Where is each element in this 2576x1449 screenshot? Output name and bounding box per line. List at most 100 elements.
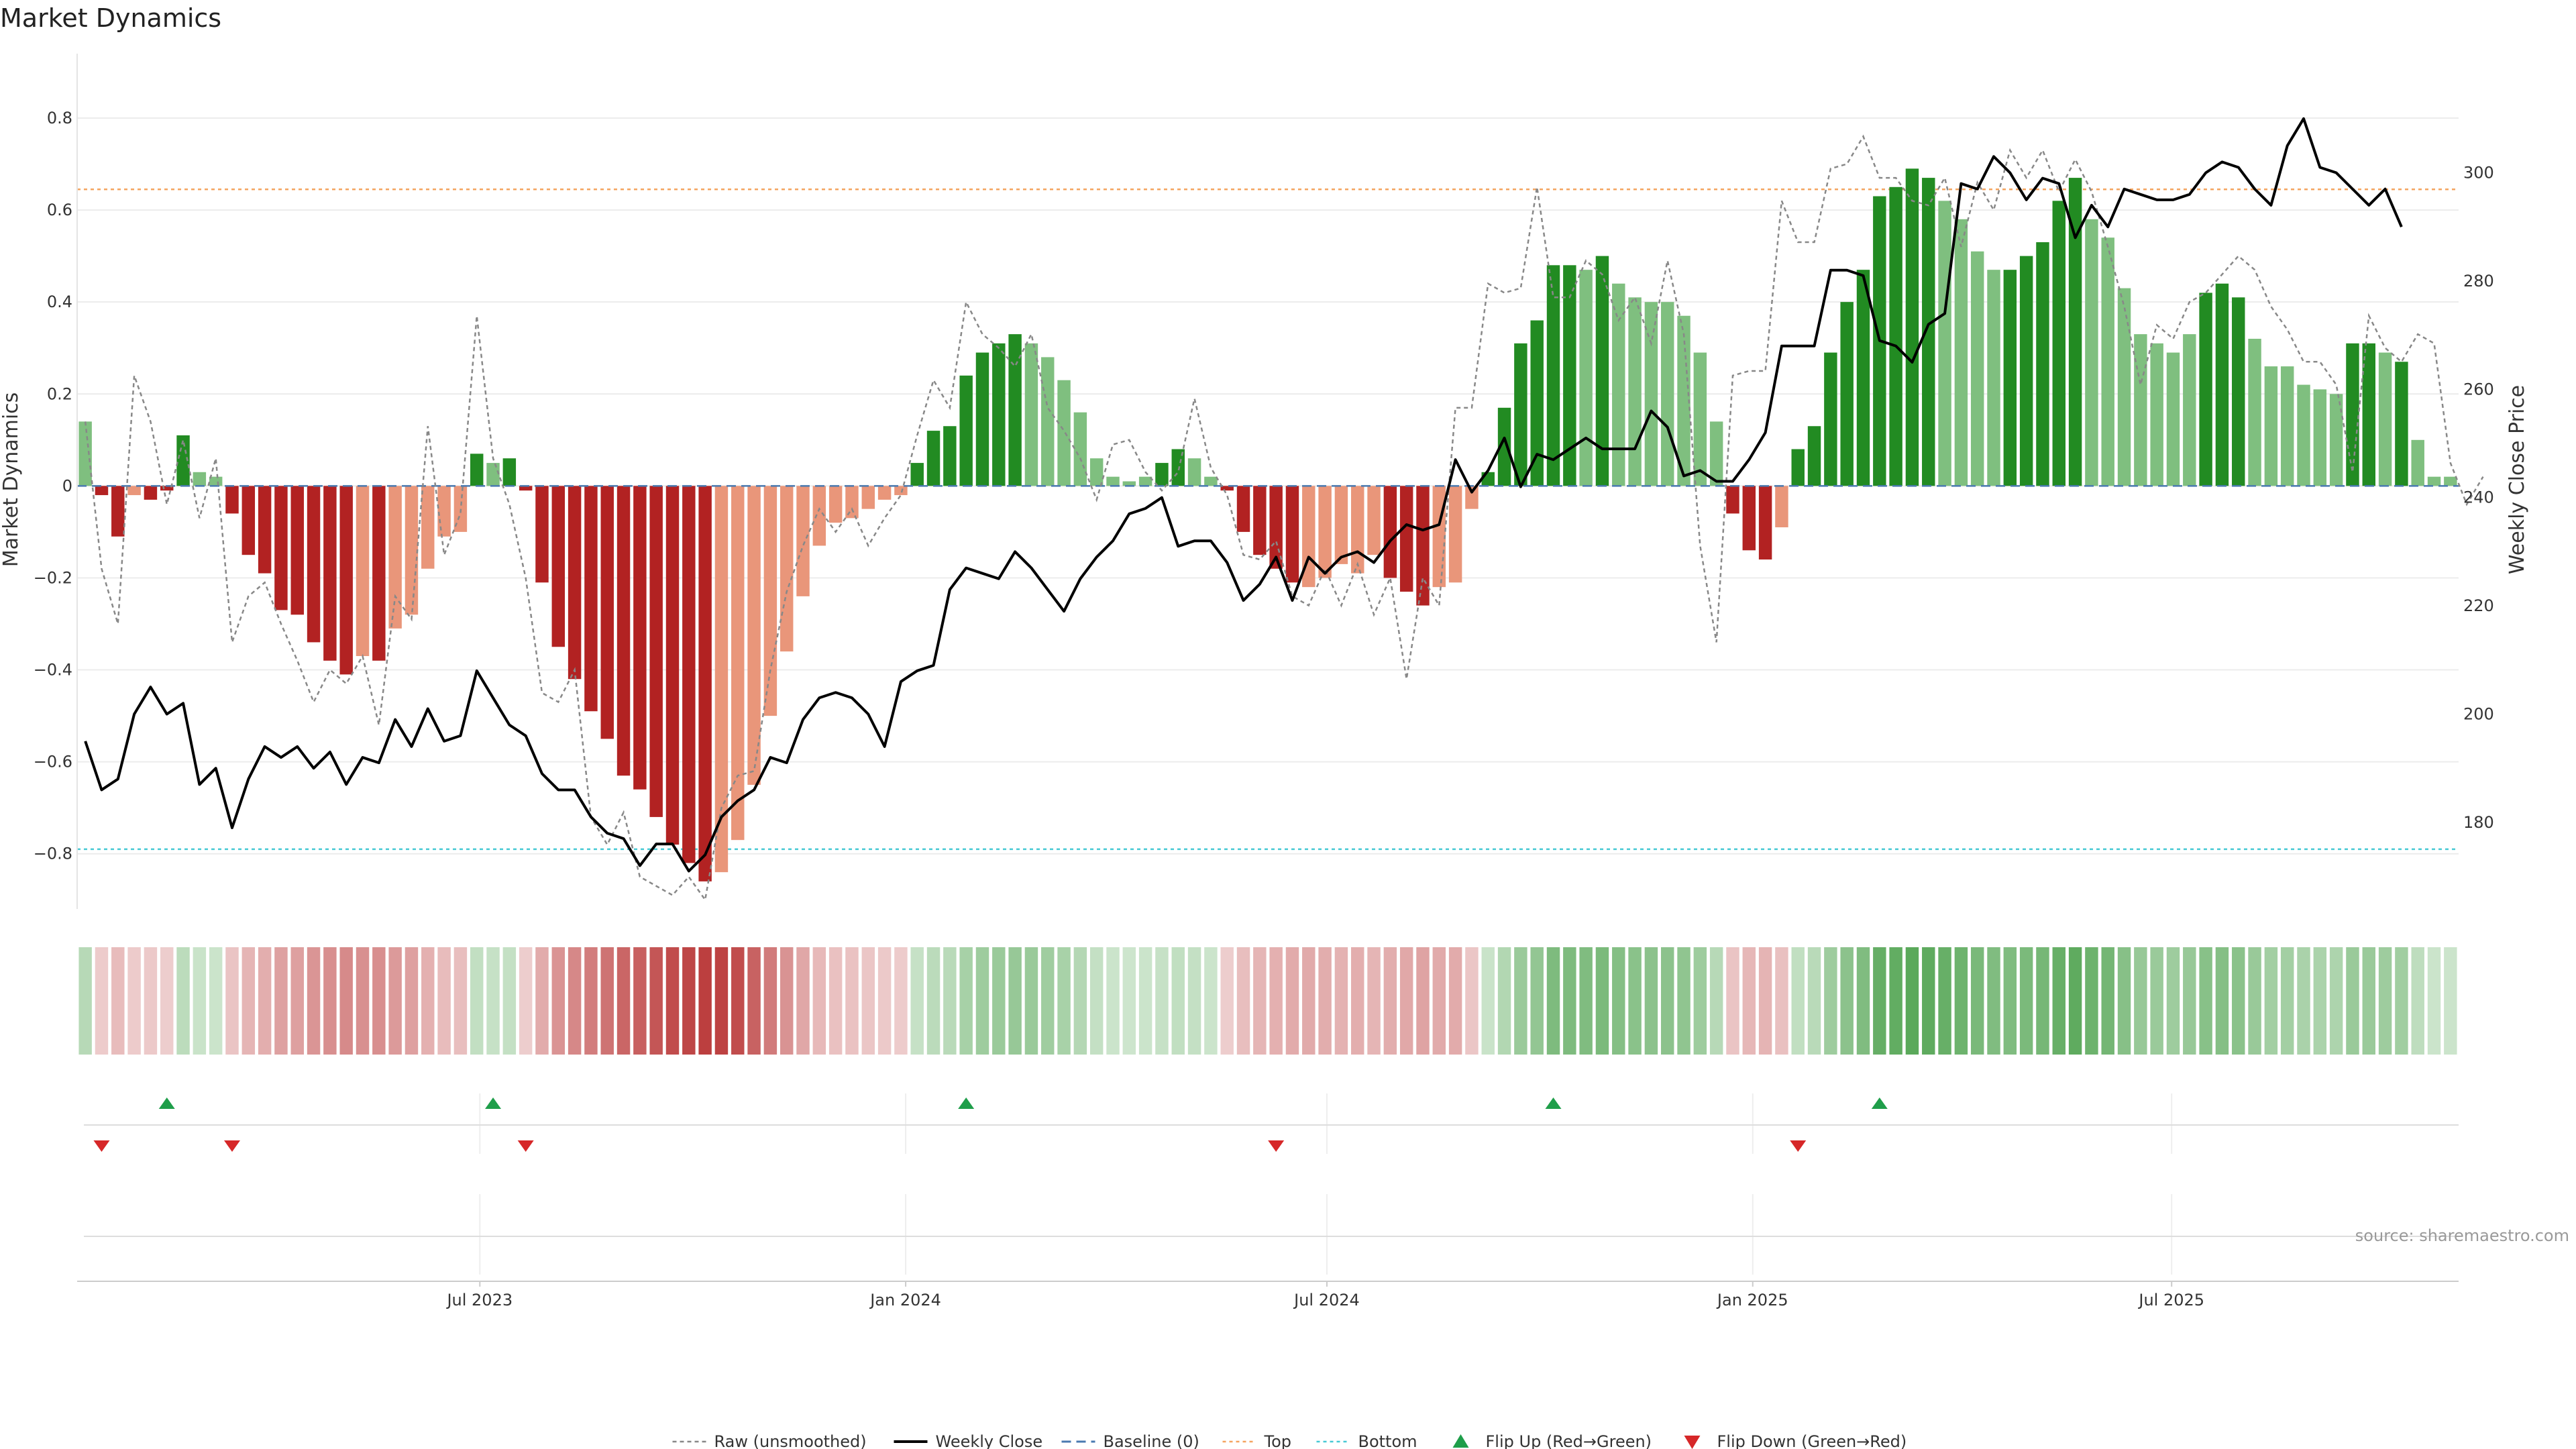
dynamics-bar <box>943 426 957 486</box>
dynamics-bar <box>1742 486 1756 551</box>
y-tick-left-label: 0 <box>62 476 72 495</box>
line-layer <box>84 117 2484 902</box>
heat-cell <box>812 947 826 1055</box>
heat-cell <box>1579 947 1593 1055</box>
heat-cell <box>649 947 663 1055</box>
heat-cell <box>1807 947 1821 1055</box>
heat-cell <box>568 947 582 1055</box>
flip-up-marker <box>958 1097 975 1109</box>
dynamics-bar <box>861 486 875 509</box>
dynamics-bar <box>1318 486 1332 578</box>
dynamics-bar <box>1024 343 1038 486</box>
heat-cell <box>1220 947 1234 1055</box>
dynamics-bar <box>1954 219 1968 486</box>
heat-cell <box>2036 947 2049 1055</box>
dynamics-bar <box>2052 201 2066 486</box>
flip-down-marker <box>1268 1140 1285 1152</box>
heat-cell <box>160 947 174 1055</box>
dynamics-bar <box>1089 458 1104 486</box>
heat-cell <box>2215 947 2229 1055</box>
dynamics-bar <box>2232 297 2245 486</box>
dynamics-bar <box>193 472 207 486</box>
dynamics-bar <box>1367 486 1381 555</box>
legend-label: Baseline (0) <box>1104 1432 1199 1449</box>
dynamics-bar <box>1612 283 1625 486</box>
y-tick-left-label: −0.6 <box>34 753 72 771</box>
heat-cell <box>1448 947 1462 1055</box>
dynamics-bar <box>910 463 924 486</box>
dynamics-bar <box>1987 270 2000 486</box>
dynamics-bar <box>1187 458 1201 486</box>
heat-cell <box>1840 947 1854 1055</box>
dynamics-bar <box>2117 288 2131 486</box>
heat-cell <box>894 947 908 1055</box>
heat-cell <box>437 947 451 1055</box>
legend-item-close: Weekly Close <box>894 1432 1042 1449</box>
dynamics-bar <box>1530 320 1544 486</box>
heat-cell <box>95 947 109 1055</box>
legend-label: Flip Up (Red→Green) <box>1486 1432 1652 1449</box>
heat-cell <box>1187 947 1201 1055</box>
heat-cell <box>405 947 419 1055</box>
dynamics-bar <box>127 486 141 496</box>
heat-cell <box>2150 947 2163 1055</box>
dynamics-bar <box>1448 486 1462 583</box>
y-tick-left-label: 0.8 <box>47 109 72 127</box>
dynamics-bar <box>1709 421 1723 486</box>
dynamics-bar <box>2395 362 2408 486</box>
dynamics-bar <box>1351 486 1364 574</box>
dynamics-bar <box>2134 334 2147 486</box>
legend-item-top: Top <box>1222 1432 1292 1449</box>
heat-cell <box>1677 947 1690 1055</box>
heat-cell <box>1987 947 2000 1055</box>
heat-cell <box>2101 947 2114 1055</box>
axis-layer: −0.8 −0.6 −0.4 −0.2 0 0.2 0.4 0.6 0.8 180 200 220 24… <box>34 54 2494 909</box>
heat-cell <box>307 947 321 1055</box>
dynamics-bar <box>1073 412 1087 486</box>
dynamics-bar <box>1122 481 1136 486</box>
y-tick-right-label: 220 <box>2463 596 2494 615</box>
dynamics-bar <box>714 486 729 873</box>
heat-cell <box>1660 947 1674 1055</box>
dynamics-bar <box>258 486 272 574</box>
dynamics-bar <box>1775 486 1788 528</box>
y-tick-right-label: 260 <box>2463 380 2494 398</box>
dynamics-bar <box>551 486 566 647</box>
dynamics-bar <box>2248 339 2261 486</box>
heat-cell <box>1269 947 1283 1055</box>
legend-label: Bottom <box>1358 1432 1417 1449</box>
heat-cell <box>1693 947 1707 1055</box>
dynamics-bar <box>2036 242 2049 486</box>
legend-label: Top <box>1264 1432 1292 1449</box>
heat-cell <box>1938 947 1951 1055</box>
heat-cell <box>1383 947 1397 1055</box>
heat-cell <box>1546 947 1560 1055</box>
dynamics-bar <box>2444 476 2457 486</box>
heat-cell <box>780 947 794 1055</box>
dynamics-bar <box>372 486 386 661</box>
dynamics-bar <box>2362 343 2375 486</box>
dynamics-bar <box>926 431 941 486</box>
heat-cell <box>1628 947 1642 1055</box>
dynamics-bar <box>95 486 109 496</box>
threshold-layer <box>77 188 2459 851</box>
heat-cell <box>714 947 729 1055</box>
dynamics-bar <box>2068 178 2082 486</box>
heat-cell <box>2134 947 2147 1055</box>
dynamics-bar <box>1791 449 1805 486</box>
heat-cell <box>1775 947 1788 1055</box>
x-tick-label: Jan 2025 <box>1716 1291 1788 1309</box>
dynamics-bar <box>1758 486 1772 560</box>
heat-cell <box>356 947 370 1055</box>
heat-cell <box>1138 947 1152 1055</box>
dynamics-bar <box>470 453 484 486</box>
heat-cell <box>584 947 598 1055</box>
heat-cell <box>2297 947 2310 1055</box>
heat-cell <box>1644 947 1658 1055</box>
heat-cell <box>2068 947 2082 1055</box>
dynamics-bar <box>1155 463 1169 486</box>
legend-item-flip_down: Flip Down (Green→Red) <box>1684 1432 1907 1449</box>
heat-cell <box>421 947 435 1055</box>
heat-cell <box>2166 947 2180 1055</box>
flip-down-marker <box>223 1140 240 1152</box>
